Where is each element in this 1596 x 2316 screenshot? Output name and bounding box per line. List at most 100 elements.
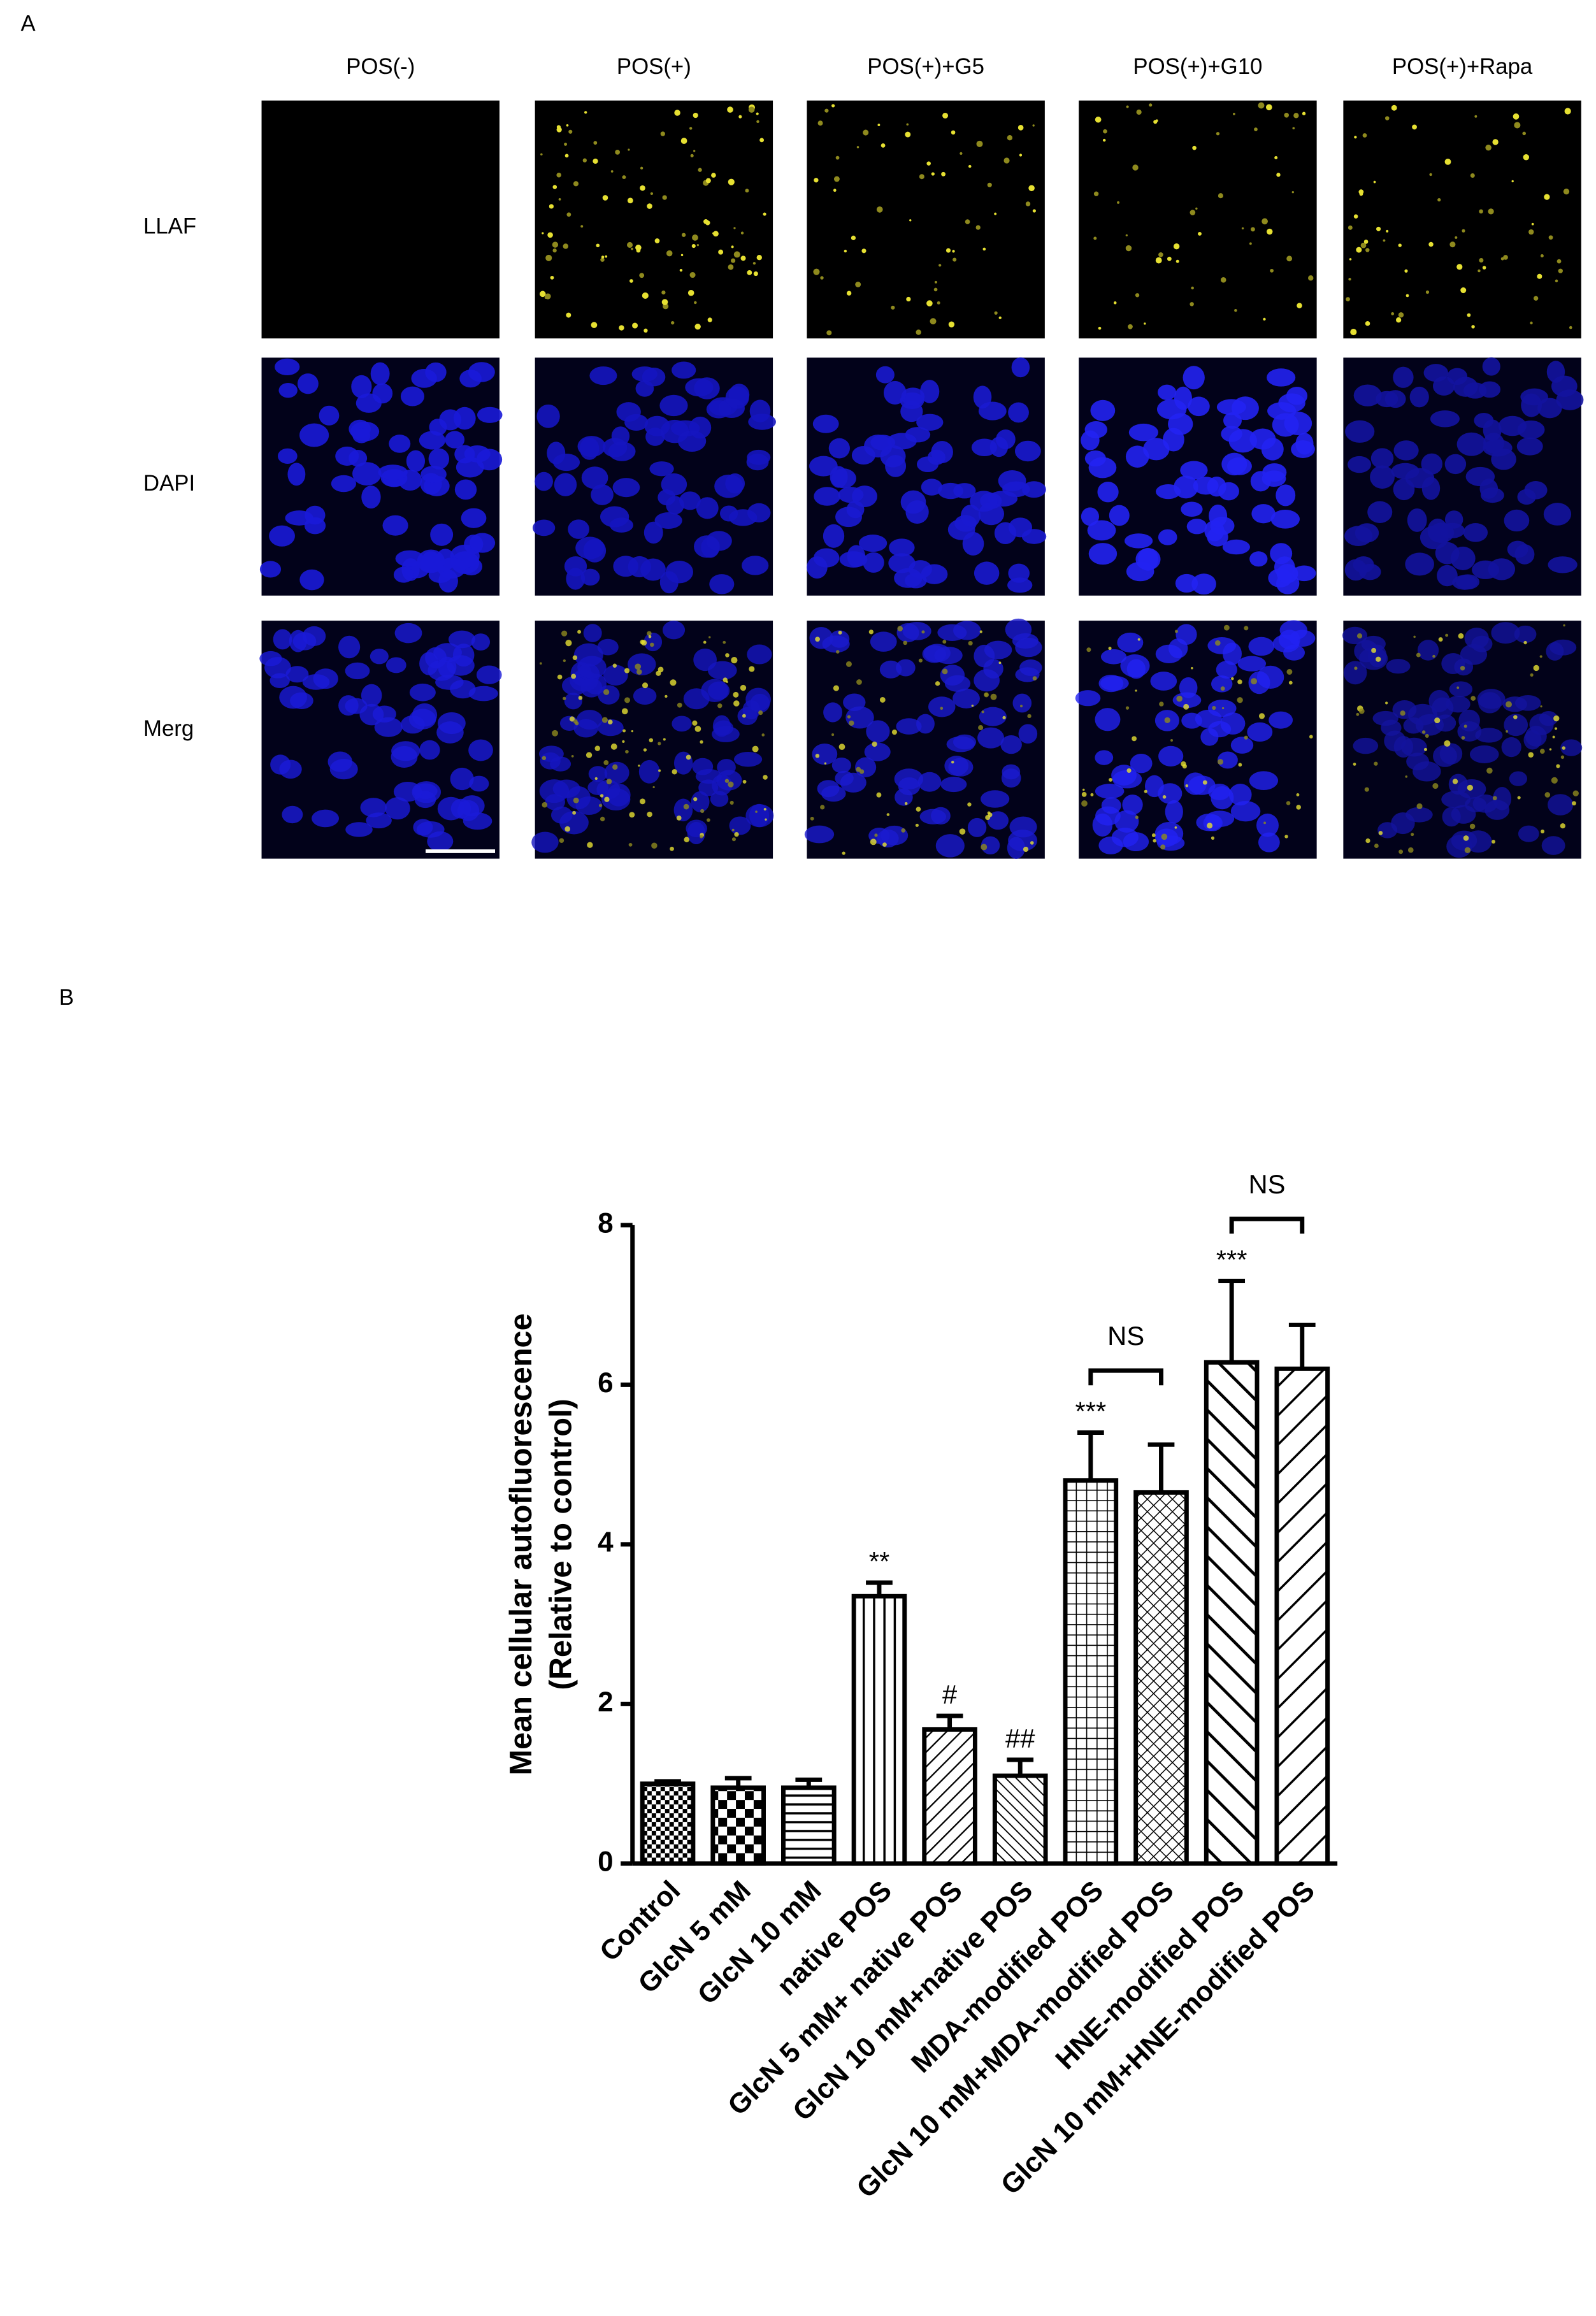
lipofuscin-dot bbox=[1477, 269, 1481, 273]
lipofuscin-dot bbox=[1445, 633, 1449, 637]
lipofuscin-dot bbox=[1358, 708, 1365, 714]
lipofuscin-dot bbox=[968, 164, 972, 168]
nucleus bbox=[691, 791, 710, 812]
lipofuscin-dot bbox=[591, 322, 598, 328]
nucleus bbox=[580, 677, 603, 698]
nucleus bbox=[1464, 628, 1489, 649]
lipofuscin-dot bbox=[940, 707, 944, 710]
micrograph-background bbox=[1343, 100, 1581, 339]
nucleus bbox=[1217, 751, 1238, 769]
lipofuscin-dot bbox=[572, 655, 578, 660]
nucleus bbox=[863, 552, 884, 573]
nucleus bbox=[1406, 752, 1430, 770]
nucleus bbox=[279, 686, 307, 709]
lipofuscin-dot bbox=[1560, 823, 1565, 829]
lipofuscin-dot bbox=[1553, 715, 1560, 722]
lipofuscin-dot bbox=[1265, 104, 1272, 111]
nucleus bbox=[428, 659, 456, 681]
lipofuscin-dot bbox=[1135, 689, 1137, 692]
nucleus bbox=[633, 687, 657, 705]
column-label: POS(+) bbox=[617, 55, 691, 79]
lipofuscin-dot bbox=[838, 630, 842, 635]
nucleus bbox=[1184, 772, 1207, 795]
lipofuscin-dot bbox=[879, 696, 886, 703]
comparison-bracket bbox=[1229, 1216, 1305, 1234]
nucleus bbox=[981, 836, 1000, 855]
nucleus bbox=[287, 463, 306, 486]
lipofuscin-dot bbox=[1423, 747, 1427, 751]
lipofuscin-dot bbox=[847, 715, 851, 719]
lipofuscin-dot bbox=[550, 275, 554, 280]
lipofuscin-dot bbox=[1511, 180, 1514, 183]
lipofuscin-dot bbox=[1293, 113, 1299, 119]
nucleus bbox=[885, 454, 907, 477]
lipofuscin-dot bbox=[753, 271, 758, 277]
lipofuscin-dot bbox=[1365, 838, 1370, 844]
lipofuscin-dot bbox=[1191, 666, 1193, 670]
nucleus bbox=[660, 419, 689, 443]
lipofuscin-dot bbox=[761, 733, 765, 737]
lipofuscin-dot bbox=[723, 677, 728, 682]
lipofuscin-dot bbox=[578, 696, 583, 700]
nucleus bbox=[577, 656, 607, 679]
lipofuscin-dot bbox=[686, 754, 691, 760]
nucleus bbox=[1269, 711, 1293, 729]
nucleus bbox=[749, 399, 771, 422]
nucleus bbox=[299, 569, 324, 591]
nucleus bbox=[1081, 507, 1100, 526]
significance-label: # bbox=[942, 1679, 958, 1709]
lipofuscin-dot bbox=[814, 178, 819, 183]
lipofuscin-dot bbox=[1234, 309, 1237, 312]
nucleus bbox=[1488, 558, 1516, 580]
nucleus bbox=[725, 386, 749, 409]
nucleus bbox=[971, 438, 998, 457]
nucleus bbox=[470, 533, 496, 553]
lipofuscin-dot bbox=[1452, 779, 1458, 784]
lipofuscin-dot bbox=[661, 290, 666, 295]
lipofuscin-dot bbox=[733, 251, 740, 258]
lipofuscin-dot bbox=[1534, 296, 1539, 301]
lipofuscin-dot bbox=[1158, 252, 1163, 257]
lipofuscin-dot bbox=[594, 777, 598, 780]
error-bar bbox=[1077, 1430, 1104, 1481]
nucleus bbox=[749, 803, 770, 828]
nucleus bbox=[812, 743, 838, 765]
nucleus bbox=[1343, 661, 1367, 685]
nucleus bbox=[888, 553, 916, 573]
nucleus bbox=[689, 416, 712, 439]
nucleus bbox=[683, 688, 710, 710]
lipofuscin-dot bbox=[1346, 297, 1350, 301]
nucleus bbox=[1012, 633, 1039, 649]
nucleus bbox=[454, 479, 477, 500]
lipofuscin-dot bbox=[933, 287, 938, 292]
nucleus bbox=[1518, 825, 1539, 842]
nucleus bbox=[604, 761, 629, 784]
nucleus bbox=[967, 817, 987, 837]
lipofuscin-dot bbox=[1173, 243, 1180, 250]
lipofuscin-dot bbox=[687, 289, 694, 296]
lipofuscin-dot bbox=[1467, 784, 1474, 791]
nucleus bbox=[1491, 622, 1520, 644]
lipofuscin-dot bbox=[624, 668, 630, 673]
nucleus bbox=[1370, 465, 1395, 489]
nucleus bbox=[345, 822, 373, 837]
lipofuscin-dot bbox=[1214, 640, 1221, 646]
lipofuscin-dot bbox=[1533, 665, 1539, 672]
lipofuscin-dot bbox=[906, 123, 909, 126]
lipofuscin-dot bbox=[1167, 256, 1172, 261]
lipofuscin-dot bbox=[1086, 647, 1091, 652]
lipofuscin-dot bbox=[759, 138, 765, 143]
nucleus bbox=[1258, 832, 1280, 852]
lipofuscin-dot bbox=[1479, 258, 1484, 263]
lipofuscin-dot bbox=[1374, 761, 1378, 766]
nucleus bbox=[600, 506, 629, 528]
nucleus bbox=[436, 721, 464, 744]
nucleus bbox=[996, 429, 1016, 450]
nucleus bbox=[1180, 461, 1208, 480]
lipofuscin-dot bbox=[631, 247, 633, 250]
nucleus bbox=[662, 621, 686, 640]
lipofuscin-dot bbox=[1218, 759, 1223, 765]
nucleus bbox=[900, 401, 923, 422]
nucleus bbox=[1014, 440, 1041, 462]
lipofuscin-dot bbox=[856, 766, 861, 772]
